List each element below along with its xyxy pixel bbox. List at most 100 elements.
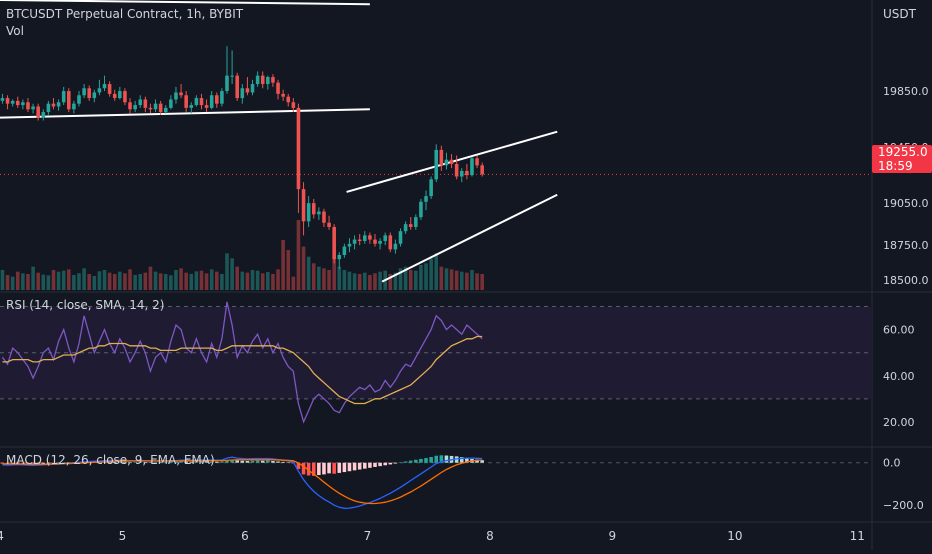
volume-bars (0, 220, 484, 290)
macd-histogram-bar (286, 462, 291, 463)
volume-bar (133, 275, 137, 290)
last-price-badge: 19255.0 18:59 (872, 145, 932, 173)
volume-bar (61, 270, 66, 290)
candle-body (153, 103, 158, 110)
macd-line (2, 456, 483, 509)
volume-bar (72, 275, 76, 290)
volume-bar (245, 272, 250, 290)
time-tick-label: 11 (850, 529, 865, 543)
volume-bar (301, 246, 306, 290)
candle-body (403, 224, 408, 232)
volume-bar (10, 276, 15, 290)
candle-body (133, 105, 137, 110)
volume-bar (291, 276, 296, 290)
macd-histogram-bar (123, 462, 127, 463)
rsi-title: RSI (14, close, SMA, 14, 2) (6, 298, 165, 312)
volume-bar (337, 266, 342, 290)
macd-histogram-bar (230, 459, 234, 463)
time-tick-label: 8 (486, 529, 494, 543)
macd-histogram-bar (317, 462, 321, 476)
macd-histogram-bar (112, 461, 117, 463)
volume-bar (373, 273, 377, 290)
macd-histogram-bar (21, 462, 25, 464)
macd-histogram-bar (31, 462, 35, 464)
time-tick-label: 10 (727, 529, 742, 543)
candle-body (163, 107, 168, 113)
volume-bar (459, 271, 464, 290)
candle-body (352, 239, 357, 244)
candle-body (184, 95, 188, 108)
volume-bar (317, 266, 321, 290)
candle-body (286, 96, 291, 103)
macd-histogram-bar (414, 459, 418, 463)
volume-bar (271, 274, 275, 290)
time-tick-label: 6 (241, 529, 249, 543)
macd-histogram-bar (444, 455, 449, 463)
macd-histogram-bar (347, 462, 352, 472)
macd-histogram-bar (301, 462, 306, 475)
volume-bar (424, 263, 428, 290)
volume-bar (194, 271, 199, 290)
volume-bar (454, 270, 459, 290)
candle-body (465, 170, 469, 176)
macd-histogram-bar (245, 461, 250, 463)
macd-histogram-bar (46, 462, 51, 464)
volume-bar (225, 253, 229, 290)
volume-bar (311, 263, 316, 290)
candle-body (235, 75, 239, 99)
macd-histogram-bar (179, 461, 183, 463)
volume-bar (419, 265, 423, 290)
volume-bar (393, 272, 398, 290)
volume-bar (148, 266, 153, 290)
macd-histogram-bar (128, 462, 132, 463)
volume-bar (215, 271, 219, 290)
volume-bar (41, 274, 46, 290)
macd-histogram-bar (266, 460, 270, 463)
macd-histogram-bar (51, 462, 56, 464)
volume-bar (5, 275, 10, 290)
volume-bar (163, 274, 168, 290)
candle-body (347, 243, 352, 247)
volume-bar (102, 270, 107, 290)
macd-histogram-bar (332, 462, 336, 474)
candle-body (240, 88, 245, 99)
candle-body (408, 224, 413, 227)
volume-bar (92, 276, 97, 290)
candle-body (419, 201, 423, 218)
volume-bar (174, 270, 178, 290)
macd-histogram-bar (388, 462, 393, 465)
volume-bar (388, 274, 393, 290)
volume-bar (357, 274, 362, 290)
candle-body (429, 179, 433, 197)
macd-histogram-bar (199, 461, 204, 463)
volume-bar (429, 258, 433, 290)
trend-lines (0, 0, 872, 283)
macd-histogram-bar (357, 462, 362, 470)
macd-histogram-bar (296, 462, 301, 470)
macd-histogram-bar (204, 461, 209, 463)
candle-body (5, 98, 10, 104)
volume-bar (444, 268, 449, 290)
currency-label: USDT (883, 7, 916, 21)
candle-body (36, 106, 40, 118)
candle-body (337, 254, 342, 260)
candle-body (434, 149, 439, 180)
volume-bar (368, 275, 372, 290)
macd-histogram-bar (118, 461, 122, 463)
candle-body (296, 107, 301, 190)
macd-histogram-bar (327, 462, 331, 474)
candle-body (225, 75, 229, 92)
candle-body (281, 93, 285, 97)
volume-bar (143, 272, 148, 290)
volume-bar (36, 272, 40, 290)
candle-body (230, 75, 234, 77)
macd-histogram-bar (281, 461, 285, 463)
macd-histogram-bar (174, 461, 178, 463)
volume-bar (347, 271, 352, 290)
macd-histogram-bar (225, 460, 229, 463)
macd-histogram-bar (26, 462, 30, 464)
macd-histogram-bar (373, 462, 377, 467)
